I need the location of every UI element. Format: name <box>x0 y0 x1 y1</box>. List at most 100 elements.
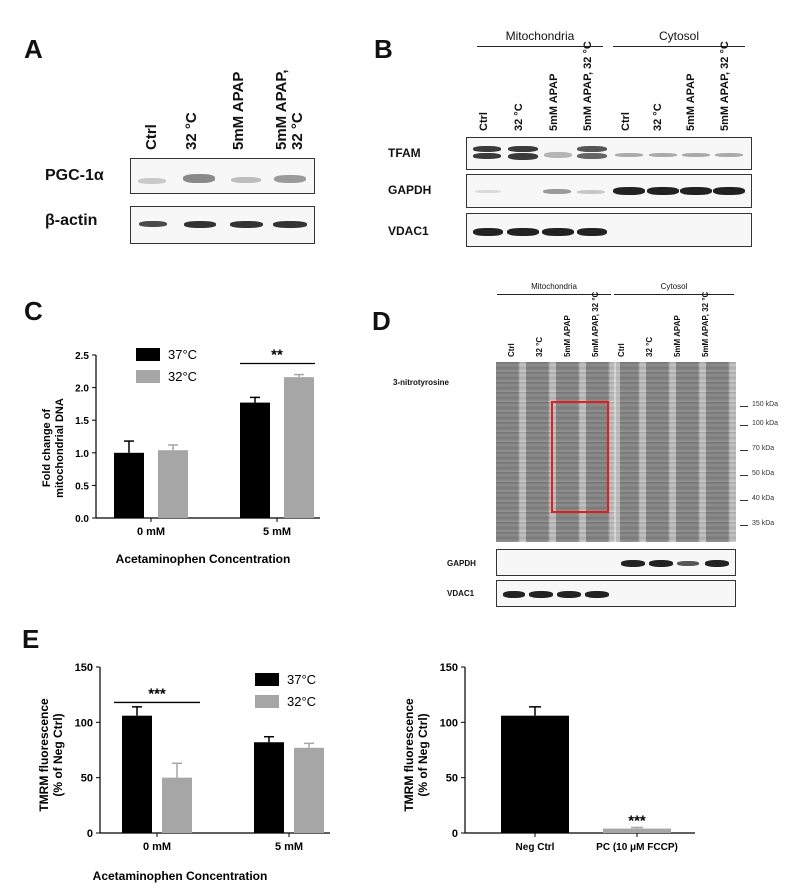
band <box>274 175 306 183</box>
band <box>503 591 525 598</box>
band <box>649 153 677 157</box>
bar-37c <box>114 452 144 518</box>
blot-pgc1a <box>130 158 315 194</box>
bar-32c <box>162 777 192 833</box>
bar-32c <box>294 747 324 833</box>
legend-label: 32°C <box>168 369 197 384</box>
x-tick-label: 5 mM <box>263 526 291 538</box>
chart-e-right-ylabel-line2: (% of Neg Ctrl) <box>416 713 430 796</box>
blot-vdac1 <box>466 213 752 247</box>
group-label-cytosol: Cytosol <box>660 282 688 291</box>
blot-gapdh-d <box>496 549 736 576</box>
group-bracket <box>497 294 611 295</box>
chart-e-right-ylabel-line1: TMRM fluorescence <box>402 698 416 812</box>
lane-label: 5mM APAP <box>548 73 560 131</box>
band <box>613 187 645 195</box>
x-tick-label: 0 mM <box>143 841 171 853</box>
x-tick-label: 0 mM <box>137 526 165 538</box>
legend-label: 37°C <box>168 347 197 362</box>
band <box>577 190 605 194</box>
band <box>577 228 607 236</box>
lane-label: Ctrl <box>143 124 160 150</box>
panel-label-c: C <box>24 296 43 326</box>
band <box>230 221 263 228</box>
lane-label: 32 °C <box>289 112 306 150</box>
y-tick-label: 0.5 <box>75 481 89 492</box>
legend-swatch <box>255 695 279 708</box>
significance-marker: *** <box>628 812 646 829</box>
lane-label: 32 °C <box>645 336 654 357</box>
marker-label: 70 kDa <box>752 445 775 452</box>
band <box>677 561 699 566</box>
band <box>507 228 539 236</box>
y-tick-label: 50 <box>446 773 458 785</box>
y-tick-label: 150 <box>440 662 458 674</box>
legend-label: 32°C <box>287 694 316 709</box>
lane-label: 5mM APAP <box>673 315 682 357</box>
group-bracket <box>614 294 734 295</box>
lane-label: 32 °C <box>183 112 200 150</box>
band <box>473 146 501 152</box>
chart-e-left: TMRM fluorescence (% of Neg Ctrl) 0 50 100… <box>37 662 330 883</box>
band <box>713 187 745 195</box>
marker-label: 35 kDa <box>752 520 775 527</box>
panel-label-e: E <box>22 624 40 654</box>
y-tick-label: 1.5 <box>75 416 89 427</box>
blot-gapdh <box>466 174 752 208</box>
lane-label: 32 °C <box>652 103 664 131</box>
lane-label: 5mM APAP, 32 °C <box>701 291 710 357</box>
marker-label: 150 kDa <box>752 401 779 408</box>
lane-label: Ctrl <box>617 343 626 357</box>
bar <box>501 715 569 833</box>
chart-e-left-ylabel-line2: (% of Neg Ctrl) <box>51 713 65 796</box>
highlight-box <box>551 401 609 513</box>
band <box>139 221 167 227</box>
marker-label: 100 kDa <box>752 420 779 427</box>
bar-37c <box>254 742 284 833</box>
bar-37c <box>240 402 270 518</box>
bar-32c <box>284 377 314 518</box>
lane-label: Ctrl <box>507 343 516 357</box>
blot-vdac1-d <box>496 580 736 607</box>
band <box>473 228 503 236</box>
y-tick-label: 50 <box>81 773 93 785</box>
legend-label: 37°C <box>287 672 316 687</box>
band <box>184 221 216 228</box>
band <box>585 591 609 598</box>
band <box>621 560 645 567</box>
band <box>543 189 571 194</box>
significance-marker: ** <box>271 346 283 363</box>
row-label-tfam: TFAM <box>388 146 421 160</box>
row-label-gapdh: GAPDH <box>388 183 432 197</box>
marker-tick <box>740 450 748 451</box>
bar-37c <box>122 715 152 833</box>
band <box>680 187 712 195</box>
band <box>649 560 673 567</box>
chart-c-ylabel-line2: mitochondrial DNA <box>54 398 66 498</box>
lane-label: 32 °C <box>513 103 525 131</box>
x-tick-label: Neg Ctrl <box>516 842 555 853</box>
row-label-3-nitrotyrosine: 3-nitrotyrosine <box>393 378 450 387</box>
group-label-cytosol: Cytosol <box>658 29 699 43</box>
band <box>615 153 643 157</box>
panel-label-d: D <box>372 306 391 336</box>
group-label-mitochondria: Mitochondria <box>531 282 577 291</box>
chart-e-left-ylabel-line1: TMRM fluorescence <box>37 698 51 812</box>
lane-label: 5mM APAP, 32 °C <box>591 291 600 357</box>
blot-tfam <box>466 137 752 170</box>
group-bracket <box>613 46 745 47</box>
bar <box>603 828 671 833</box>
y-tick-label: 1.0 <box>75 449 89 460</box>
row-label-beta-actin: β-actin <box>45 212 98 229</box>
legend-swatch <box>136 370 160 383</box>
row-label-vdac1: VDAC1 <box>447 589 475 598</box>
chart-c-xlabel: Acetaminophen Concentration <box>116 552 291 566</box>
row-label-vdac1: VDAC1 <box>388 224 429 238</box>
group-label-mitochondria: Mitochondria <box>505 29 575 43</box>
significance-marker: *** <box>148 685 166 702</box>
y-tick-label: 0.0 <box>75 514 89 525</box>
lane-label: 5mM APAP, 32 °C <box>582 41 594 131</box>
band <box>508 153 538 160</box>
legend-swatch <box>136 348 160 361</box>
bar-32c <box>158 450 188 518</box>
